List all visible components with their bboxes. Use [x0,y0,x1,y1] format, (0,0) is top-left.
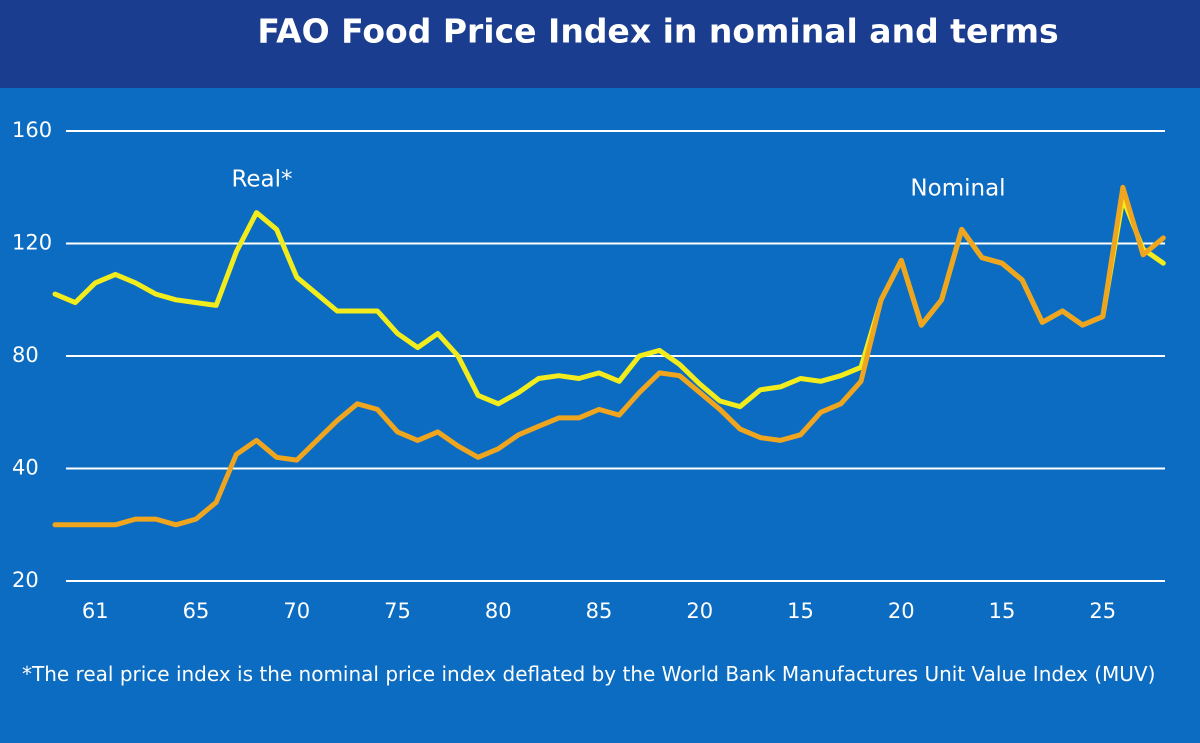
x-tick-label: 85 [586,599,613,623]
x-tick-label: 15 [989,599,1016,623]
series-line [52,184,1166,528]
x-tick-label: 61 [82,599,109,623]
annotation: Nominal [910,176,1005,202]
y-tick-label: 40 [12,456,39,480]
y-tick-label: 80 [12,343,39,367]
x-tick-label: 20 [686,599,713,623]
x-tick-label: 15 [787,599,814,623]
x-tick-label: 65 [183,599,210,623]
annotation: Real* [231,167,292,193]
x-tick-label: 25 [1089,599,1116,623]
x-tick-label: 75 [384,599,411,623]
y-tick-label: 120 [12,231,52,255]
title-band [0,0,1200,88]
footnote-box: *The real price index is the nominal pri… [22,662,1156,686]
y-tick-label: 20 [12,568,39,592]
y-tick-label: 160 [12,118,52,142]
x-tick-label: 70 [283,599,310,623]
x-tick-label: 80 [485,599,512,623]
x-tick-label: 20 [888,599,915,623]
chart-title: FAO Food Price Index in nominal and term… [257,12,1058,51]
footnote: *The real price index is the nominal pri… [22,662,1156,686]
